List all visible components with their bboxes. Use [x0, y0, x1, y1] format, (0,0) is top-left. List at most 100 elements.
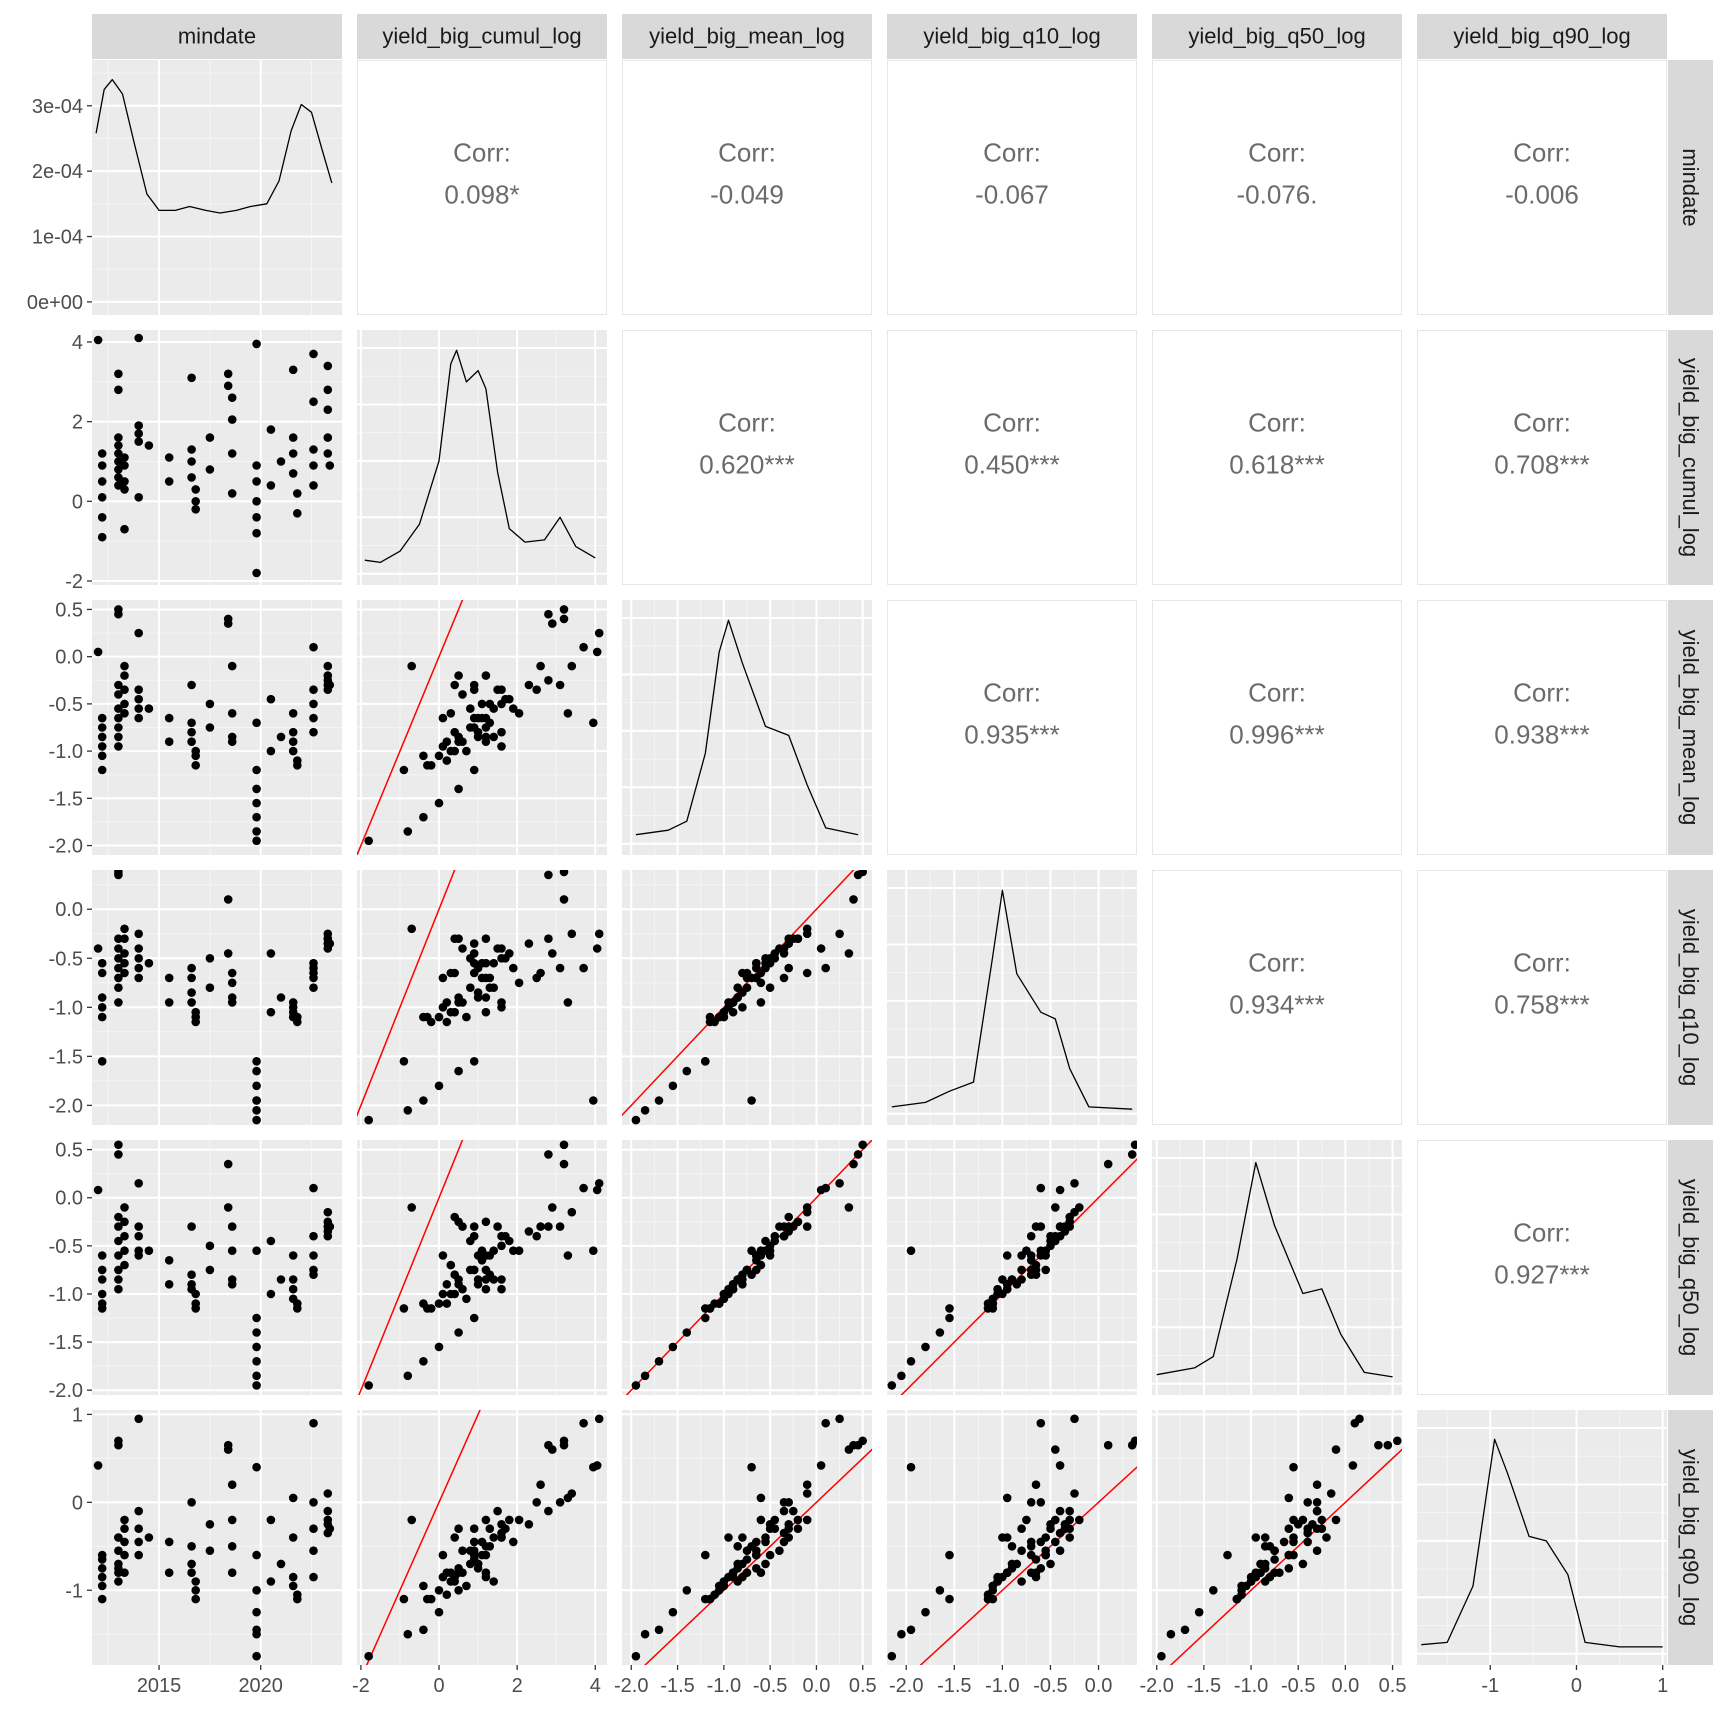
- scatter-point: [446, 709, 456, 718]
- y-tick-label: 0.0: [55, 1188, 83, 1210]
- corr-value: 0.938***: [1494, 720, 1589, 750]
- scatter-point: [770, 949, 780, 958]
- scatter-point: [97, 713, 107, 723]
- scatter-point: [1041, 1546, 1050, 1555]
- scatter-point: [579, 1183, 588, 1193]
- scatter-point: [309, 1498, 318, 1507]
- scatter-point: [906, 1625, 916, 1635]
- panel-background: [92, 1140, 342, 1395]
- scatter-point: [1017, 1546, 1026, 1555]
- scatter-point: [1350, 1418, 1360, 1428]
- scatter-point: [1312, 1506, 1322, 1516]
- scatter-point: [205, 983, 215, 992]
- scatter-point: [747, 1462, 756, 1472]
- panel-yield_big_q50_log-vs-yield_big_cumul_log: [357, 1140, 607, 1395]
- scatter-point: [97, 723, 107, 732]
- scatter-point: [114, 983, 123, 992]
- scatter-point: [252, 1096, 261, 1105]
- scatter-point: [756, 998, 766, 1007]
- scatter-point: [252, 1586, 261, 1595]
- panel-mindate-vs-yield_big_q50_log: Corr: -0.076.: [1152, 60, 1402, 315]
- scatter-point: [442, 1280, 452, 1289]
- scatter-point: [438, 713, 448, 723]
- scatter-point: [120, 934, 129, 943]
- corr-value: -0.006: [1505, 180, 1579, 210]
- scatter-point: [462, 1012, 471, 1022]
- scatter-point: [1055, 1506, 1065, 1516]
- scatter-point: [252, 513, 261, 522]
- scatter-point: [134, 973, 143, 983]
- row-strip-yield_big_cumul_log: yield_big_cumul_log: [1668, 330, 1713, 585]
- panel-yield_big_mean_log-vs-yield_big_q10_log: Corr: 0.935***: [887, 600, 1137, 855]
- strip-background: [1668, 870, 1713, 1125]
- scatter-point: [252, 497, 261, 506]
- scatter-point: [1051, 1236, 1060, 1246]
- scatter-point: [450, 1007, 460, 1017]
- scatter-point: [489, 1577, 499, 1586]
- scatter-point: [114, 704, 123, 713]
- scatter-point: [252, 1057, 261, 1066]
- scatter-point: [164, 713, 174, 723]
- scatter-point: [802, 968, 812, 978]
- scatter-point: [120, 661, 129, 671]
- scatter-point: [548, 619, 557, 628]
- scatter-point: [835, 1414, 844, 1424]
- scatter-point: [1275, 1568, 1284, 1577]
- scatter-point: [594, 929, 604, 939]
- scatter-point: [187, 457, 196, 466]
- scatter-point: [489, 1246, 499, 1255]
- scatter-point: [1194, 1607, 1204, 1617]
- scatter-point: [784, 1212, 793, 1222]
- scatter-point: [481, 1284, 491, 1294]
- scatter-point: [1031, 1222, 1041, 1231]
- scatter-point: [434, 751, 444, 761]
- x-tick-label: -1.5: [1187, 1675, 1221, 1697]
- scatter-point: [114, 605, 123, 614]
- scatter-point: [120, 453, 129, 462]
- scatter-point: [481, 737, 491, 746]
- scatter-point: [906, 1357, 916, 1366]
- scatter-point: [134, 1537, 143, 1547]
- scatter-point: [252, 812, 261, 822]
- scatter-point: [1374, 1440, 1383, 1450]
- scatter-point: [120, 709, 129, 718]
- scatter-point: [853, 1150, 863, 1159]
- scatter-point: [114, 1275, 123, 1284]
- panel-yield_big_mean_log-vs-yield_big_q90_log: Corr: 0.938***: [1417, 600, 1667, 855]
- identity-line: [357, 870, 456, 1118]
- x-axis-yield_big_q10_log: -2.0 -1.5 -1.0 -0.5 0.0: [889, 1665, 1112, 1697]
- scatter-point: [187, 988, 196, 997]
- scatter-point: [227, 1246, 237, 1255]
- corr-value: 0.618***: [1229, 450, 1324, 480]
- scatter-point: [442, 1017, 452, 1027]
- scatter-point: [252, 477, 261, 486]
- x-tick-label: -0.5: [1033, 1675, 1067, 1697]
- scatter-point: [1348, 1461, 1358, 1470]
- scatter-point: [97, 1265, 107, 1275]
- scatter-point: [462, 1294, 471, 1304]
- density-line-yield_big_q10_log: [891, 889, 1133, 1110]
- panel-background: [887, 870, 1137, 1125]
- y-tick-label: -0.5: [49, 1236, 83, 1258]
- scatter-point: [134, 685, 143, 694]
- scatter-point: [114, 1236, 123, 1246]
- scatter-point: [497, 699, 506, 709]
- scatter-point: [114, 1577, 123, 1586]
- scatter-point: [802, 1515, 812, 1525]
- scatter-point: [1055, 1185, 1065, 1195]
- scatter-point: [114, 998, 123, 1007]
- identity-line: [365, 1410, 481, 1665]
- scatter-point: [579, 642, 588, 652]
- scatter-point: [325, 680, 335, 690]
- scatter-point: [1232, 1594, 1242, 1604]
- scatter-point: [747, 1096, 756, 1105]
- scatter-point: [134, 1414, 143, 1424]
- corr-panel-frame: [1152, 330, 1402, 585]
- density-line-yield_big_q50_log: [1156, 1161, 1393, 1378]
- scatter-point: [481, 1572, 491, 1582]
- strip-label: yield_big_q50_log: [1678, 1179, 1703, 1356]
- scatter-point: [120, 1246, 129, 1255]
- corr-value: -0.049: [710, 180, 784, 210]
- scatter-point: [631, 1651, 641, 1661]
- scatter-point: [309, 642, 318, 652]
